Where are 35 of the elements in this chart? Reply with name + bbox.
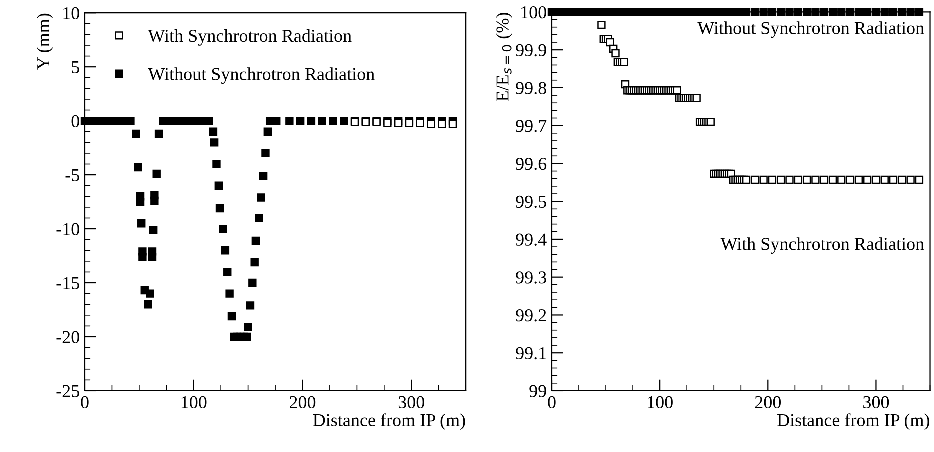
y-axis-title: E/E$_{s=0}$ (%) [496, 13, 513, 102]
y-tick-label: -15 [56, 277, 80, 290]
y-tick-label: 99.2 [516, 310, 546, 322]
y-tick-label: 10 [64, 7, 80, 20]
x-axis-title: Distance from IP (m) [778, 414, 930, 430]
x-axis-title: Distance from IP (m) [313, 414, 466, 430]
y-tick-label: 99.6 [516, 158, 547, 170]
y-tick-label: 99.7 [516, 120, 547, 132]
x-tick-label: 100 [182, 396, 207, 409]
x-tick-label: 200 [755, 396, 781, 409]
y-tick-label: 99.4 [516, 234, 547, 246]
x-tick-label: 100 [648, 396, 673, 409]
legend-label: With Synchrotron Radiation [148, 29, 352, 46]
x-tick-label: 200 [290, 396, 316, 409]
y-tick-label: 99.8 [516, 82, 546, 94]
x-tick-label: 0 [548, 396, 556, 409]
y-tick-label: -10 [56, 223, 80, 236]
y-tick-label: 99.3 [516, 272, 546, 284]
legend-label: Without Synchrotron Radiation [148, 68, 375, 84]
text: With Synchrotron Radiation [720, 238, 924, 254]
y-axis-title: Y (mm) [36, 14, 54, 70]
y-tick-label: -25 [56, 385, 80, 398]
y-tick-label: 99 [530, 385, 546, 398]
x-tick-label: 0 [81, 396, 89, 409]
y-tick-label: 99.1 [516, 347, 546, 360]
y-tick-label: 99.9 [516, 44, 546, 57]
x-tick-label: 300 [864, 396, 890, 409]
y-tick-label: -5 [66, 169, 80, 182]
y-tick-label: -20 [56, 331, 80, 344]
y-tick-label: 100 [522, 6, 546, 19]
series-label: Without Synchrotron Radiation [698, 22, 924, 38]
y-tick-label: 0 [72, 115, 80, 128]
x-tick-label: 300 [398, 396, 424, 409]
y-tick-label: 99.5 [516, 196, 546, 208]
y-tick-label: 5 [72, 62, 80, 74]
